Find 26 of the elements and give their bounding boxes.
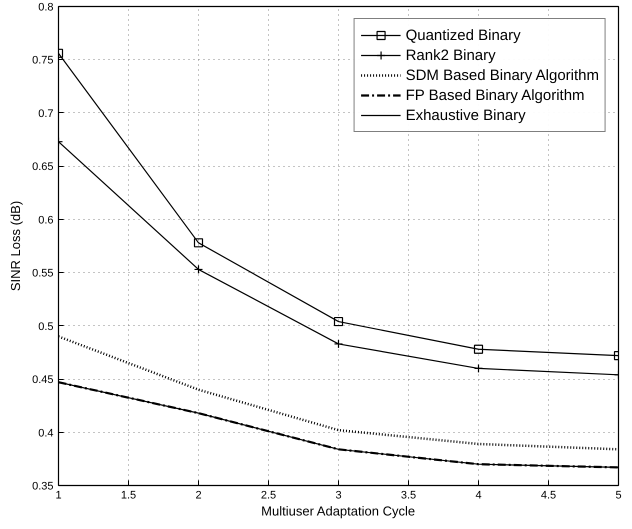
x-tick-label: 4.5 — [540, 490, 556, 502]
y-tick-label: 0.35 — [32, 480, 54, 492]
x-tick-label: 5 — [615, 490, 622, 502]
y-tick-label: 0.45 — [32, 374, 54, 386]
y-tick-label: 0.6 — [38, 214, 54, 226]
x-tick-label: 3 — [335, 490, 342, 502]
x-tick-label: 3.5 — [400, 490, 416, 502]
y-tick-label: 0.8 — [38, 2, 54, 14]
x-tick-label: 1.5 — [120, 490, 136, 502]
legend-label: Rank2 Binary — [406, 46, 496, 64]
y-axis-title: SINR Loss (dB) — [8, 200, 24, 292]
y-tick-label: 0.7 — [38, 108, 54, 120]
legend-label: Quantized Binary — [406, 26, 521, 44]
y-tick-label: 0.55 — [32, 268, 54, 280]
y-tick-label: 0.5 — [38, 320, 54, 333]
y-tick-label: 0.65 — [32, 161, 54, 174]
legend-label: Exhaustive Binary — [406, 106, 526, 124]
y-tick-label: 0.75 — [32, 54, 54, 67]
x-tick-label: 1 — [55, 490, 62, 502]
x-tick-label: 4 — [475, 490, 482, 502]
x-tick-label: 2 — [195, 490, 202, 502]
y-tick-label: 0.4 — [38, 427, 54, 440]
x-axis-title: Multiuser Adaptation Cycle — [261, 504, 416, 518]
legend-label: FP Based Binary Algorithm — [406, 86, 585, 104]
legend-label: SDM Based Binary Algorithm — [406, 66, 599, 84]
x-tick-label: 2.5 — [260, 490, 276, 502]
